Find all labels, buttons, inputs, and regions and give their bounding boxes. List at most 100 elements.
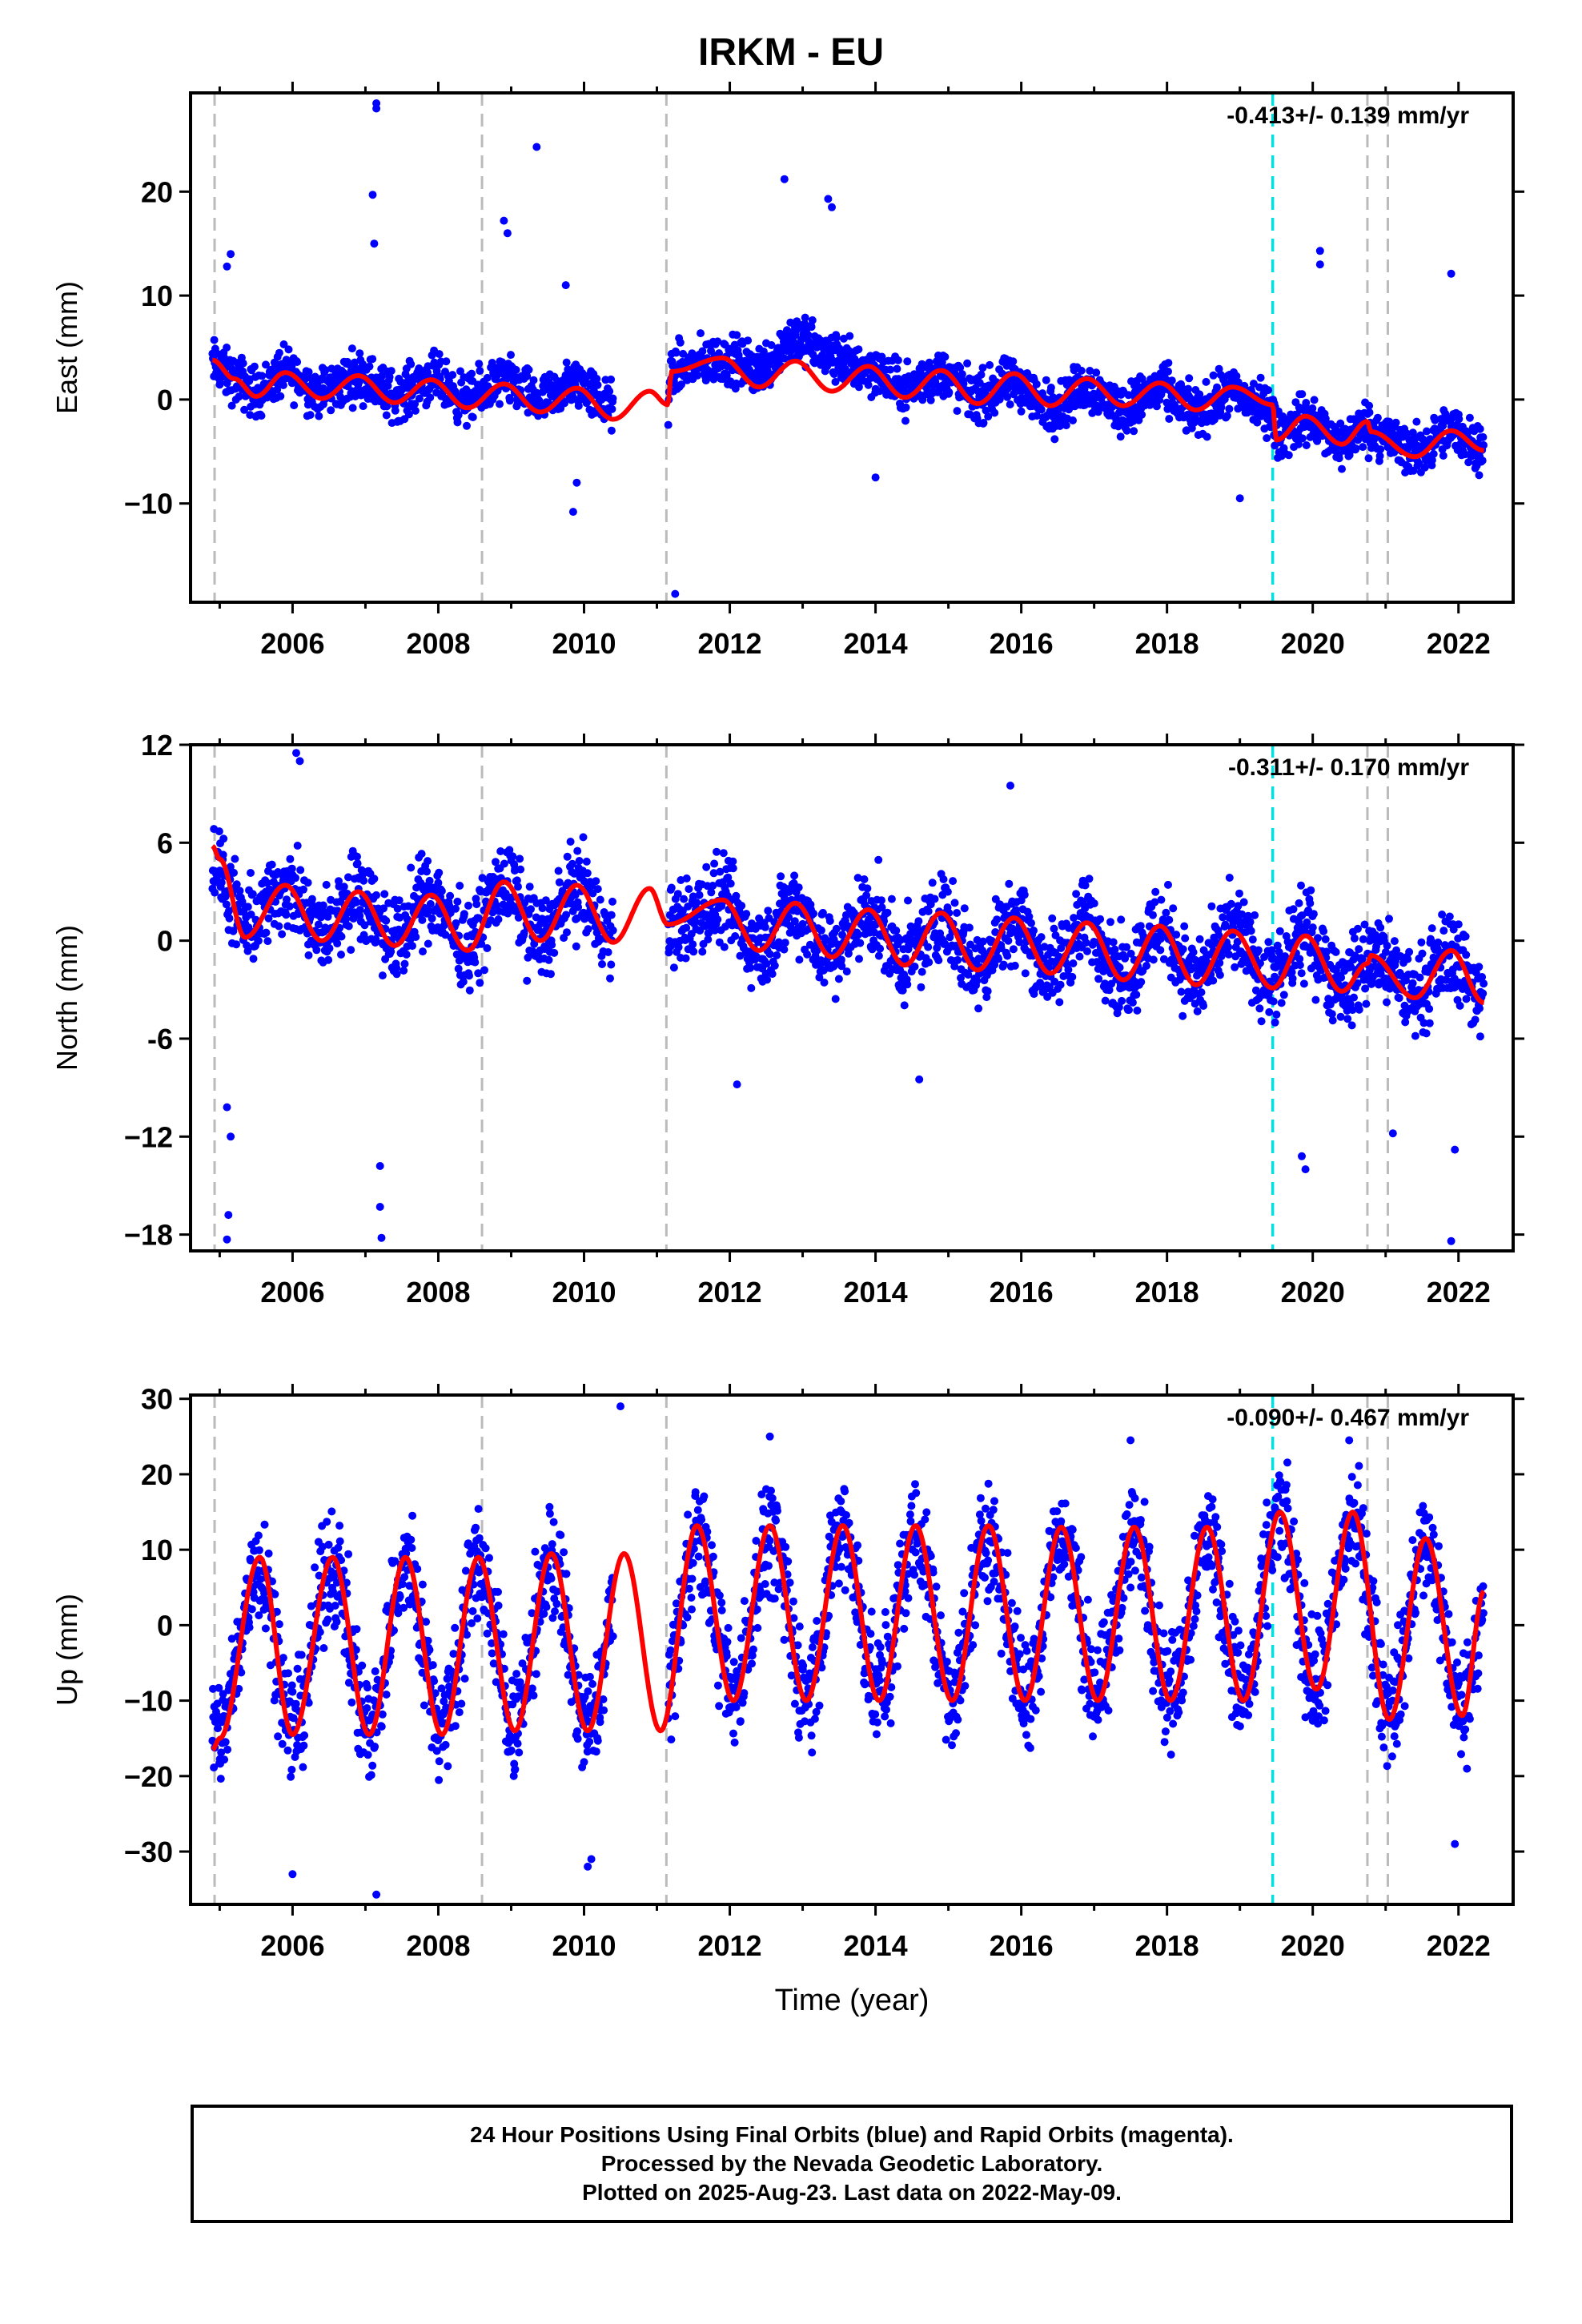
position-point [529, 376, 538, 384]
position-point [682, 923, 691, 932]
position-point [527, 905, 535, 914]
position-point [523, 976, 532, 985]
position-point [1359, 935, 1367, 943]
position-point [573, 846, 582, 855]
position-point [464, 901, 472, 910]
position-point [709, 882, 717, 890]
position-point [1373, 413, 1382, 422]
position-point [1004, 936, 1013, 945]
position-point [722, 371, 731, 380]
position-point [1439, 927, 1448, 935]
position-point [407, 360, 416, 368]
position-point [353, 859, 362, 868]
position-point [1109, 938, 1118, 947]
position-point [1263, 434, 1271, 443]
position-point [1227, 899, 1235, 908]
position-point [1239, 898, 1248, 907]
position-point [1302, 441, 1311, 449]
position-point [582, 857, 591, 866]
position-point [1203, 432, 1211, 441]
position-point [494, 915, 503, 923]
position-point [1383, 942, 1391, 950]
position-point [1149, 911, 1157, 919]
position-point [250, 362, 259, 371]
position-point [1137, 978, 1146, 987]
position-point [1055, 422, 1064, 430]
position-point [1355, 945, 1363, 954]
position-point [1132, 991, 1141, 999]
position-point [745, 365, 753, 374]
position-point [339, 883, 348, 891]
position-point [795, 955, 804, 964]
position-point [258, 372, 267, 380]
position-point [1122, 943, 1131, 951]
position-point [480, 966, 488, 975]
position-point [1478, 456, 1487, 465]
position-point [387, 947, 396, 956]
position-point [1307, 886, 1315, 895]
position-point [1118, 996, 1126, 1005]
position-point [1215, 971, 1224, 979]
position-point [393, 904, 402, 913]
position-point [1106, 918, 1114, 927]
position-point [990, 408, 999, 417]
position-point [983, 987, 992, 995]
position-point [319, 901, 327, 910]
position-point [275, 922, 283, 931]
y-tick-label: 10 [141, 279, 173, 312]
position-point [1164, 367, 1172, 376]
position-point [733, 331, 741, 340]
position-point [1479, 432, 1488, 441]
position-point [691, 917, 700, 926]
position-point [1050, 435, 1059, 444]
position-point [235, 392, 243, 401]
y-tick-label: 0 [157, 384, 173, 416]
position-point [1269, 997, 1278, 1006]
position-point [807, 323, 816, 332]
position-point [558, 887, 567, 895]
position-point [883, 908, 892, 917]
position-point [742, 910, 751, 919]
position-point [924, 943, 933, 951]
position-point [901, 403, 910, 412]
position-point [225, 914, 234, 923]
position-point [863, 884, 872, 893]
position-point [926, 396, 935, 404]
position-point [400, 967, 408, 975]
position-point [1197, 988, 1206, 997]
position-point [1199, 1002, 1208, 1010]
position-point [267, 860, 276, 869]
position-point [1115, 963, 1124, 972]
position-point [1069, 416, 1077, 424]
position-point [831, 377, 840, 386]
position-point [1464, 428, 1472, 436]
position-point [359, 876, 368, 885]
position-point [801, 313, 809, 322]
position-point [825, 917, 834, 925]
position-point [608, 897, 616, 906]
position-point [809, 909, 817, 918]
position-point [488, 359, 496, 367]
position-point [365, 362, 374, 371]
position-point [1403, 955, 1412, 963]
position-point [1385, 915, 1393, 923]
position-point [505, 396, 514, 405]
position-point [353, 852, 361, 861]
position-point [562, 358, 571, 367]
position-point [1265, 1007, 1274, 1016]
position-point [1310, 396, 1319, 404]
position-point [904, 896, 912, 905]
position-point [411, 400, 420, 408]
position-point [560, 399, 568, 408]
position-point [285, 902, 294, 911]
position-point [596, 895, 604, 904]
position-point [446, 891, 455, 900]
position-point [934, 956, 943, 965]
position-point [496, 400, 504, 408]
x-tick-label: 2014 [844, 627, 908, 660]
position-point [211, 888, 219, 897]
position-point [219, 850, 227, 859]
position-point [307, 895, 316, 903]
position-point [1005, 879, 1014, 888]
position-point [900, 1001, 909, 1010]
